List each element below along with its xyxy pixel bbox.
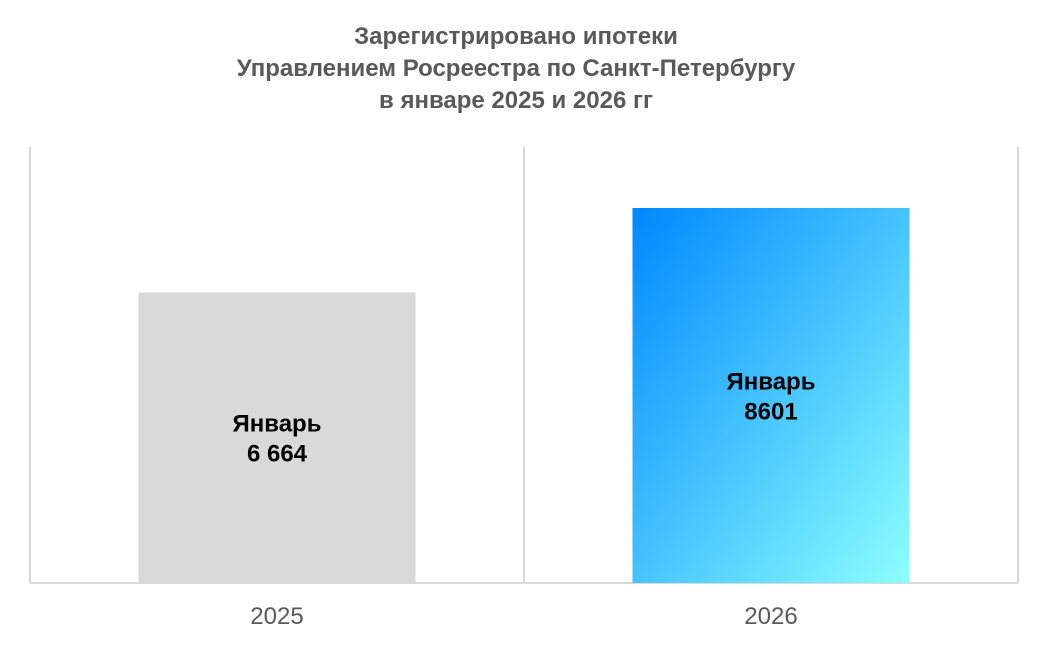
bar-2026 <box>632 207 910 583</box>
x-tick-label: 2025 <box>250 603 303 630</box>
data-label-month: Январь <box>233 411 322 438</box>
chart-title-line-2: Управлением Росреестра по Санкт-Петербур… <box>237 55 796 82</box>
data-label-month: Январь <box>727 368 816 395</box>
chart-title-line-1: Зарегистрировано ипотеки <box>354 23 678 50</box>
x-tick-label: 2026 <box>744 603 797 630</box>
bar-2025 <box>138 292 416 583</box>
chart-title-line-3: в январе 2025 и 2026 гг <box>379 87 653 114</box>
data-label-value: 6 664 <box>247 441 308 468</box>
data-label-value: 8601 <box>744 398 797 425</box>
plot-area: Январь 6 664 2025 Январь 8601 2026 <box>29 147 1019 630</box>
